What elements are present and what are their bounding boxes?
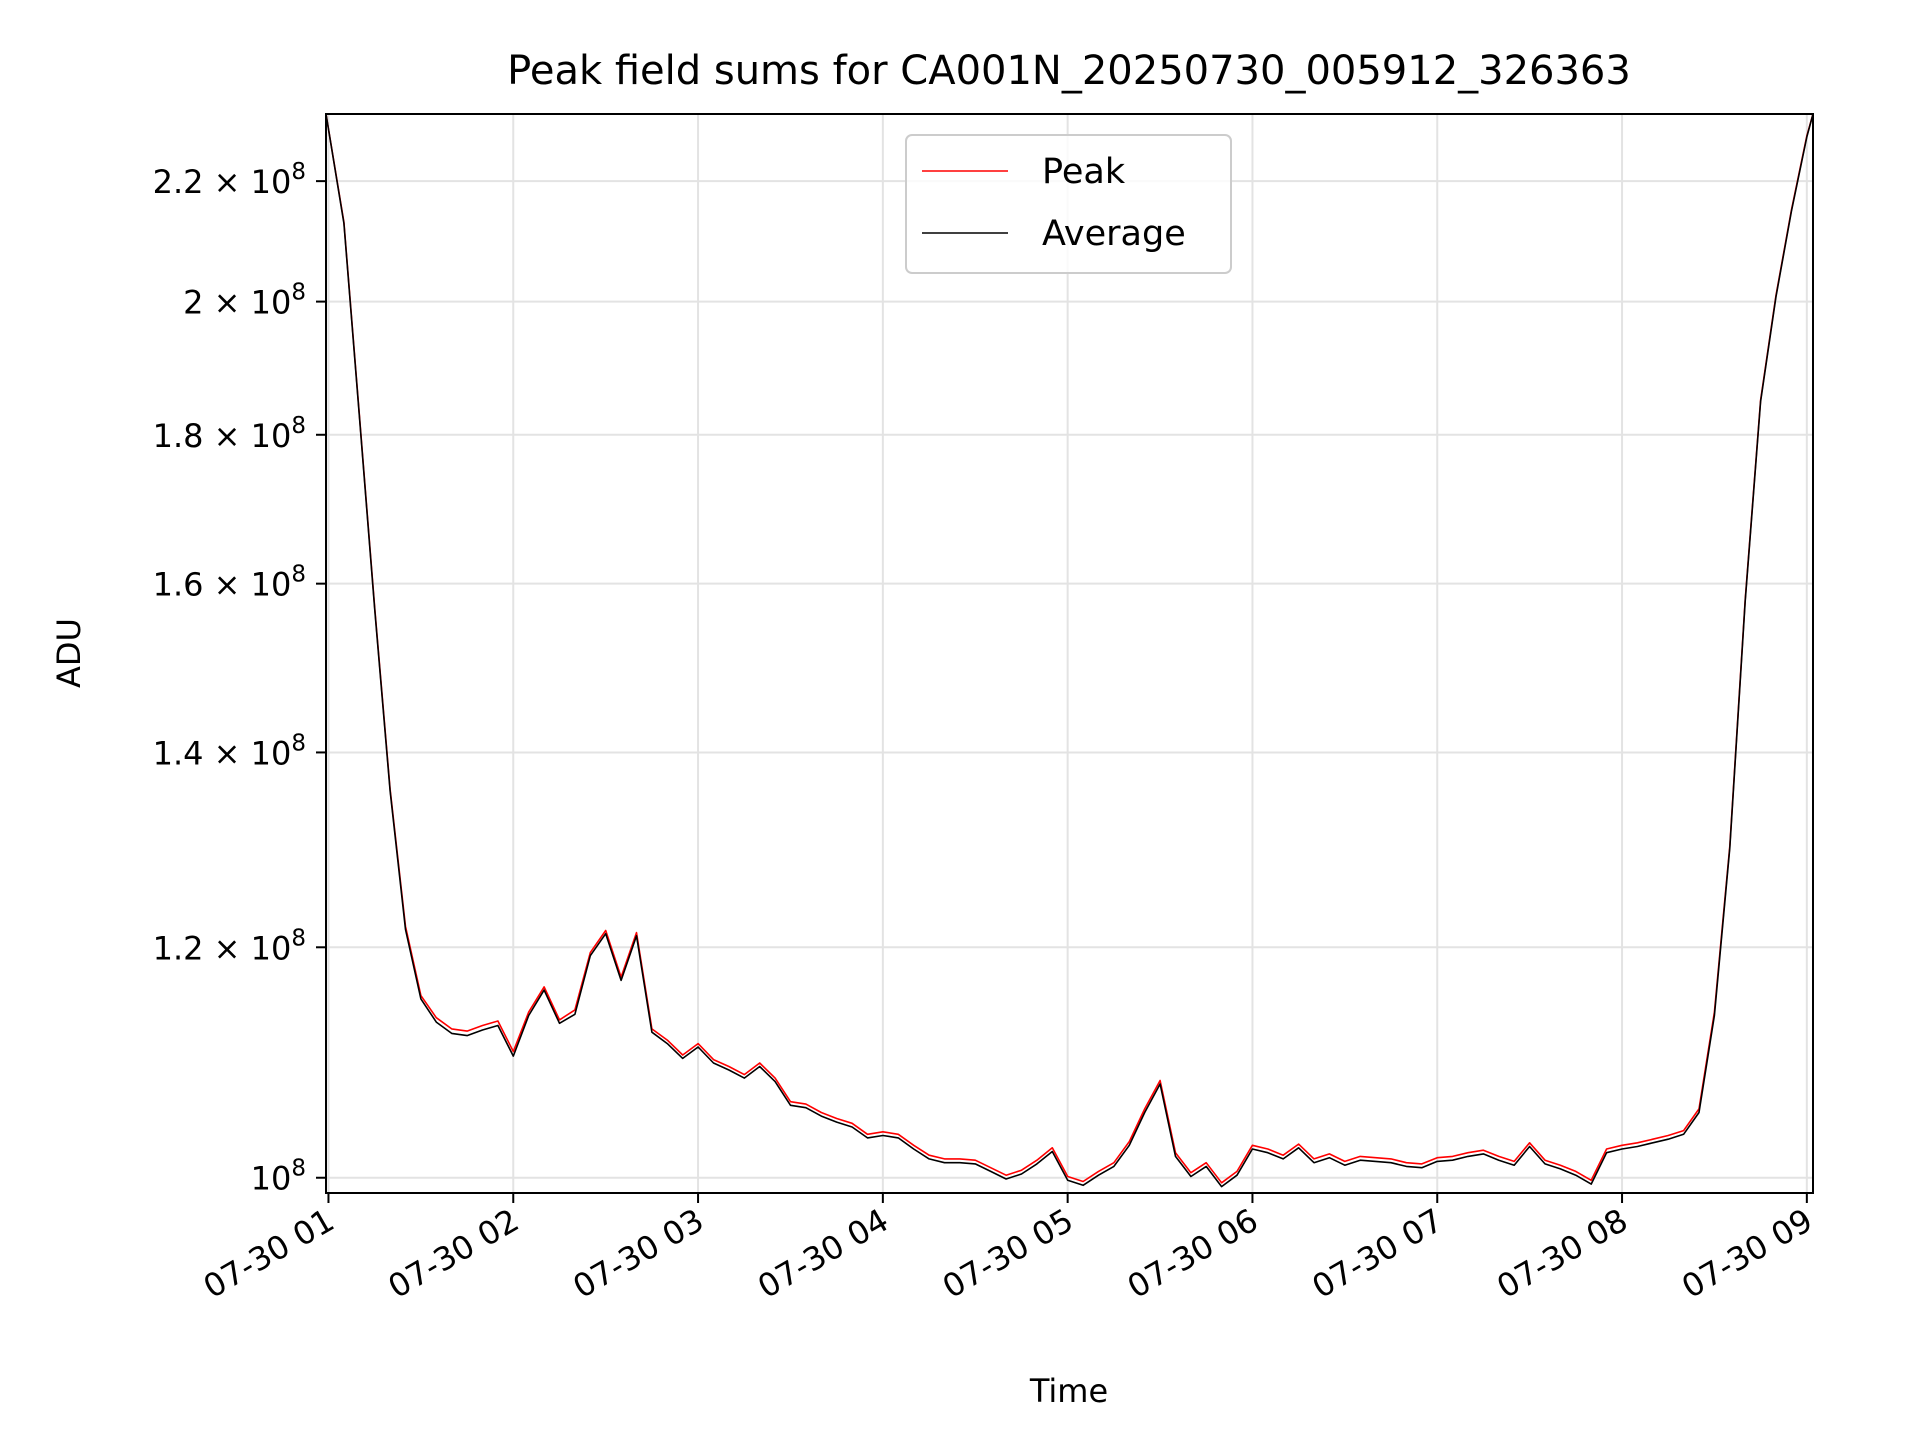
y-tick-label: 1.8 × 108	[153, 413, 306, 455]
y-tick-label: 2.2 × 108	[153, 159, 306, 201]
y-tick-label: 2 × 108	[183, 280, 306, 322]
plot-frame	[325, 113, 1814, 1194]
y-tick-label: 1.6 × 108	[153, 562, 306, 604]
series-lines	[326, 114, 1813, 1188]
y-tick-label: 108	[251, 1156, 306, 1198]
legend-box	[905, 134, 1232, 274]
plot-area	[326, 114, 1813, 1193]
legend-peak-label: Peak	[1042, 152, 1126, 192]
chart-title: Peak field sums for CA001N_20250730_0059…	[507, 48, 1631, 94]
y-tick-label: 1.4 × 108	[153, 730, 306, 772]
y-axis-ticks: 108 1.2 × 108 1.4 × 108 1.6 × 108 1.8 × 108 2…	[153, 159, 326, 1198]
legend: Peak Average	[905, 134, 1232, 274]
y-tick-label: 1.2 × 108	[153, 925, 306, 967]
y-axis-label: ADU	[50, 618, 88, 688]
series-line-average	[326, 114, 1813, 1188]
series-line-peak	[326, 114, 1813, 1184]
legend-average-label: Average	[1042, 214, 1186, 254]
x-axis-label: Time	[1029, 1372, 1108, 1410]
